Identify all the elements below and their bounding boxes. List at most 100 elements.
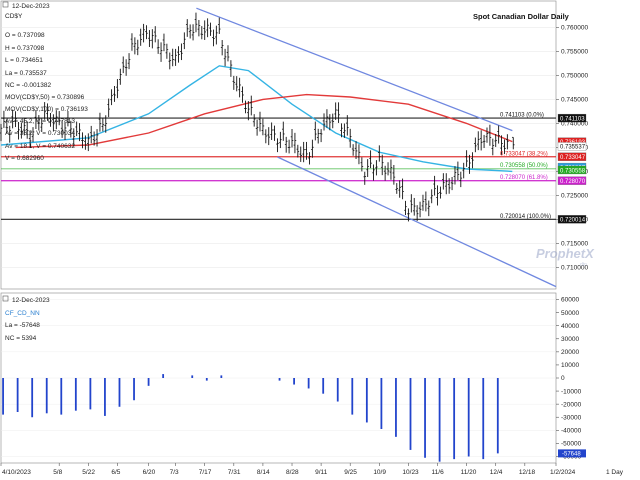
price-bar [57,111,61,126]
price-bar [415,205,419,222]
price-bar [244,100,247,114]
price-bar [241,86,244,103]
cot-tick-label: 30000 [561,336,579,343]
price-bar [89,125,93,144]
fib-label: 0.741103 (0.0%) [500,113,544,119]
price-bar [249,95,253,116]
price-flag-label: 0.728070 [560,179,586,185]
price-bar [20,122,23,139]
price-bar [427,200,431,217]
price-bar [386,162,390,176]
price-bar [151,29,154,49]
price-bar [383,165,387,181]
date-tick-label: 7/3 [170,469,179,476]
price-bar [46,103,49,121]
price-bar [474,137,477,153]
date-tick-label: 8/28 [286,469,299,476]
watermark-brand: ProphetX [536,246,595,261]
cot-tick-label: -50000 [561,441,582,448]
price-bar [183,32,186,50]
price-bar [203,20,207,40]
price-bar [494,134,498,147]
cot-tick-label: -20000 [561,401,582,408]
collapse-icon[interactable] [2,1,9,8]
price-bar [447,178,451,194]
price-bar [171,48,174,67]
cot-bars [2,374,499,462]
price-bar [462,162,466,179]
price-bar [369,150,372,169]
study-ma50: MOV(CD$Y,50) = 0.730896 [5,94,85,101]
study-v: V = 0.682960 [5,155,44,162]
price-bar [0,123,3,142]
price-bar [180,43,183,61]
price-bar [119,68,122,85]
price-bar [92,131,96,146]
price-flag: 0.735537 [557,142,587,151]
watermark-sub: dtn [580,262,587,268]
collapse-icon-lower[interactable] [2,295,9,302]
price-tick-label: 0.745000 [561,97,588,104]
price-bar [456,161,460,181]
price-bar [375,160,378,176]
price-bar [78,123,81,142]
date-tick-label: 8/14 [257,469,270,476]
price-bar [124,59,128,76]
price-bar [471,152,474,169]
price-flag-label: 0.733047 [560,155,586,161]
price-bar [5,119,9,134]
price-bar [348,128,352,148]
price-bar [81,132,84,149]
price-bar [325,109,329,128]
price-bar [401,178,404,200]
price-bar [322,113,326,131]
price-bar [22,118,26,136]
channel-upper-line [196,7,513,132]
date-tick-label: 11/6 [432,469,445,476]
price-bar [162,33,166,52]
date-tick-label: 11/20 [461,469,477,476]
price-bar [25,121,29,139]
ma100-line [15,93,513,149]
lower-symbol: CF_CD_NN [5,310,40,317]
price-flag-box [557,152,587,161]
price-flags: 0.7411030.7361930.7355370.7330470.730897… [557,113,587,224]
date-tick-label: 5/22 [82,469,95,476]
price-flag-box [557,215,587,224]
price-bar [8,125,12,143]
cot-flag: -57648 [558,449,586,458]
date-tick-label: 12/18 [519,469,536,476]
price-tick-label: 0.725000 [561,193,588,200]
price-bar [363,171,367,185]
price-bar [357,144,361,165]
price-bar [273,125,276,141]
price-bar [209,22,212,36]
price-bar [412,197,416,216]
price-bar [453,166,457,185]
chart-title: Spot Canadian Dollar Daily [473,12,570,21]
date-tick-label: 10/23 [402,469,419,476]
price-bar [113,86,116,102]
date-tick-label: 12/4 [490,469,503,476]
price-bar [226,45,230,62]
lower-last: La = -57648 [5,322,40,329]
price-bar [436,185,439,206]
price-bar [287,139,291,154]
price-bar [418,201,422,218]
price-bar [232,75,236,90]
price-bar [319,129,323,143]
price-bar [343,123,346,138]
price-bar [264,129,268,144]
price-bar [334,102,337,120]
cot-header: 12-Dec-2023 CF_CD_NN La = -57648 NC = 53… [2,295,50,342]
price-bar [305,141,308,160]
price-panel [0,0,557,290]
ma50-line [0,65,513,173]
price-bar [404,200,407,216]
price-bar [316,128,320,144]
price-bar [500,135,503,155]
price-bar [136,39,140,56]
price-bar [156,39,160,54]
price-bar [107,98,110,118]
